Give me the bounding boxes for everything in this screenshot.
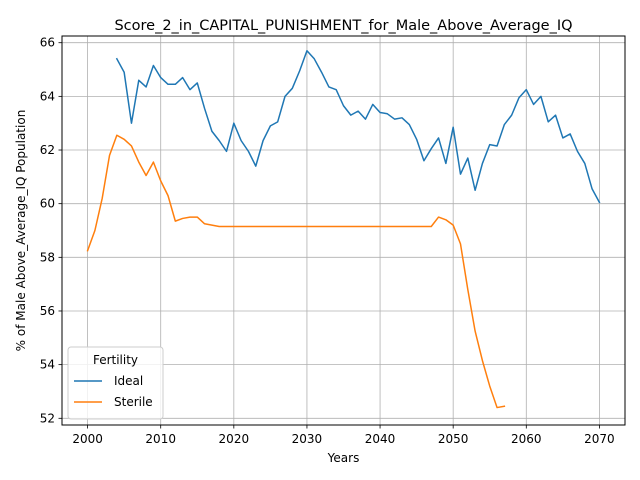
legend-box [67, 346, 164, 420]
y-tick-label: 66 [40, 36, 55, 50]
legend: Fertility Ideal Sterile [67, 346, 164, 420]
legend-title: Fertility [93, 353, 138, 367]
y-axis-ticks: 52 54 56 58 60 62 64 66 [40, 36, 62, 425]
plot-frame [61, 35, 626, 426]
y-tick-label: 56 [40, 304, 55, 318]
x-tick-label: 2050 [438, 432, 469, 446]
x-tick-label: 2030 [292, 432, 323, 446]
y-tick-label: 62 [40, 143, 55, 157]
x-tick-label: 2020 [219, 432, 250, 446]
y-tick-label: 52 [40, 411, 55, 425]
y-tick-label: 54 [40, 358, 55, 372]
x-tick-label: 2000 [72, 432, 103, 446]
x-axis-ticks: 2000 2010 2020 2030 2040 2050 2060 2070 [72, 425, 615, 446]
x-axis-label: Years [327, 451, 360, 465]
x-tick-label: 2010 [145, 432, 176, 446]
legend-label-sterile: Sterile [114, 395, 153, 409]
x-tick-label: 2070 [584, 432, 615, 446]
series-line-sterile [86, 134, 506, 409]
x-tick-label: 2040 [365, 432, 396, 446]
y-tick-label: 58 [40, 250, 55, 264]
chart-title: Score_2_in_CAPITAL_PUNISHMENT_for_Male_A… [114, 18, 572, 34]
series-line-ideal [115, 50, 601, 204]
y-tick-label: 60 [40, 197, 55, 211]
legend-label-ideal: Ideal [114, 374, 143, 388]
y-tick-label: 64 [40, 89, 55, 103]
x-tick-label: 2060 [511, 432, 542, 446]
series-lines [86, 50, 601, 409]
y-axis-label: % of Male Above_Average_IQ Population [14, 110, 28, 352]
